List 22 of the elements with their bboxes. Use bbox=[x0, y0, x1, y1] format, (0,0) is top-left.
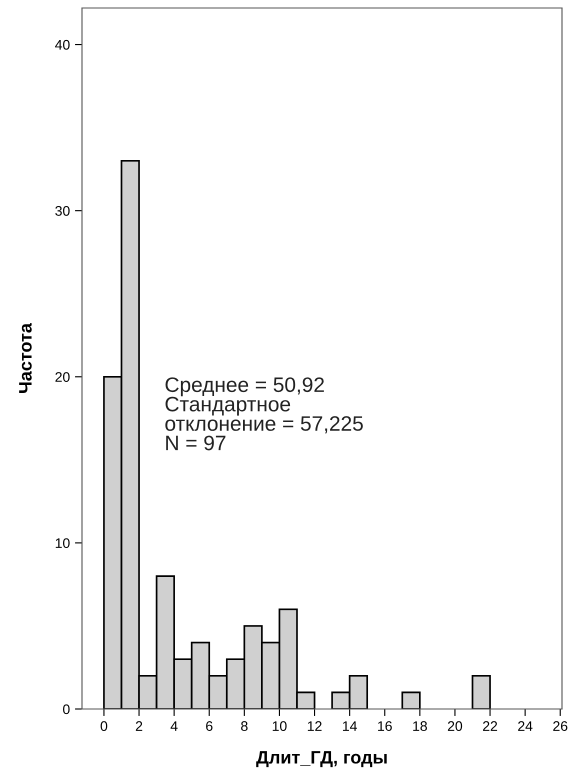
x-tick-label: 6 bbox=[206, 721, 212, 732]
x-tick-label: 14 bbox=[342, 721, 357, 731]
y-axis-title: Частота bbox=[19, 322, 32, 393]
x-tick-label: 0 bbox=[100, 721, 108, 732]
annotation: Среднее = 50,92 Стандартное отклонение = 57,225 N = 97 bbox=[165, 377, 363, 450]
x-tick-label: 26 bbox=[553, 721, 568, 732]
y-tick-label: 10 bbox=[56, 538, 70, 548]
x-tick-label: 12 bbox=[308, 721, 322, 731]
x-tick-label: 8 bbox=[241, 721, 248, 732]
x-tick-label: 16 bbox=[378, 721, 392, 732]
x-tick-label: 10 bbox=[272, 721, 287, 732]
x-tick-label: 24 bbox=[518, 721, 532, 731]
x-tick-label: 4 bbox=[170, 721, 178, 731]
x-axis-title: Длит_ГД, годы bbox=[256, 751, 387, 768]
x-tick-label: 22 bbox=[483, 721, 498, 731]
x-tick-label: 20 bbox=[448, 721, 462, 732]
x-tick-label: 18 bbox=[413, 721, 427, 732]
x-tick-label: 2 bbox=[136, 721, 142, 731]
y-tick-label: 0 bbox=[63, 704, 70, 714]
y-tick-label: 40 bbox=[55, 40, 70, 50]
y-tick-label: 30 bbox=[55, 206, 70, 216]
y-tick-label: 20 bbox=[55, 372, 70, 382]
